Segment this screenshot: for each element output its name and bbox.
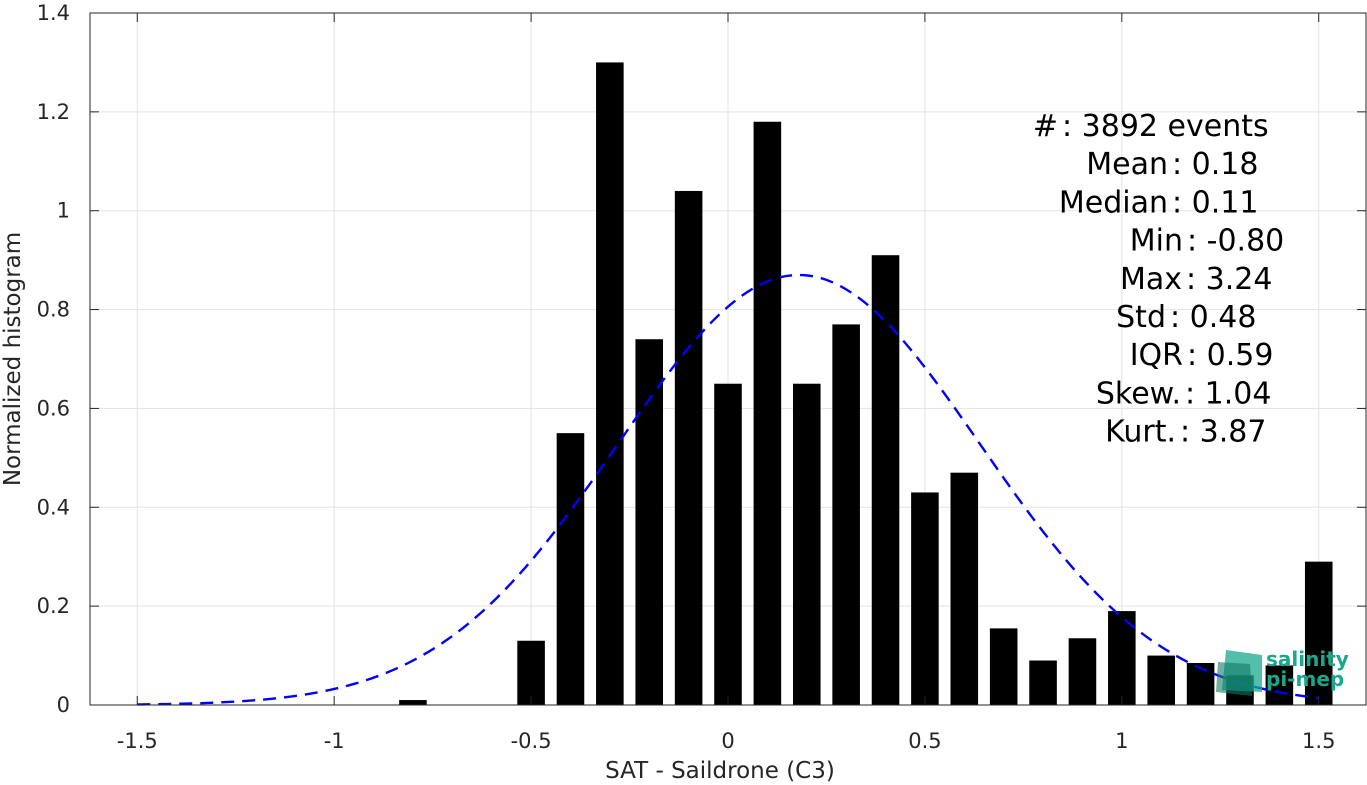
histogram-bar xyxy=(674,190,703,705)
logo-text-line1: salinity xyxy=(1266,647,1349,671)
salinity-pimep-logo: salinity pi-mep xyxy=(1216,647,1349,696)
y-tick-label: 0.8 xyxy=(37,298,70,322)
stat-label: Std xyxy=(1116,300,1166,335)
histogram-bar xyxy=(1147,655,1175,705)
x-axis-title: SAT - Saildrone (C3) xyxy=(605,758,835,784)
x-tick-label: -1.5 xyxy=(117,729,158,753)
histogram-bar xyxy=(989,628,1018,705)
histogram-bar xyxy=(1108,611,1136,705)
histogram-bar xyxy=(950,472,979,705)
x-tick-label: -1 xyxy=(324,729,345,753)
stat-value: : 3.24 xyxy=(1186,262,1272,297)
stat-value: : 0.18 xyxy=(1172,147,1258,182)
histogram-bar xyxy=(911,492,939,705)
gaussian-fit-curve xyxy=(137,273,1319,706)
x-tick-label: 1.5 xyxy=(1302,729,1335,753)
y-axis-title: Normalized histogram xyxy=(0,232,26,486)
y-tick-labels: 0 0.2 0.4 0.6 0.8 1 1.2 1.4 xyxy=(37,1,70,717)
x-tick-label: 0.5 xyxy=(908,729,941,753)
histogram-bar xyxy=(556,433,585,705)
x-tick-label: -0.5 xyxy=(511,729,552,753)
stat-value: : 1.04 xyxy=(1185,376,1271,411)
stat-label: Mean xyxy=(1086,147,1168,182)
histogram-bar xyxy=(1186,662,1215,705)
y-tick-label: 1 xyxy=(57,199,70,223)
histogram-bar xyxy=(517,640,545,705)
stat-value: : 0.59 xyxy=(1187,338,1273,373)
histogram-bar xyxy=(399,700,427,705)
stat-value: : 3.87 xyxy=(1180,415,1266,450)
histogram-bar xyxy=(832,324,860,705)
histogram-bar xyxy=(753,121,782,705)
logo-wave-icon-back xyxy=(1216,662,1252,696)
stat-label: Skew. xyxy=(1096,376,1181,411)
histogram-bar xyxy=(1304,561,1333,705)
histogram-bar xyxy=(635,339,664,705)
stat-label: Max xyxy=(1120,262,1182,297)
stat-value: : 0.48 xyxy=(1170,300,1256,335)
histogram-bar xyxy=(1029,660,1057,705)
y-tick-label: 0.4 xyxy=(37,495,70,519)
stat-label: Median xyxy=(1059,185,1168,220)
stat-value: : -0.80 xyxy=(1187,224,1284,259)
x-tick-label: 1 xyxy=(1115,729,1128,753)
y-tick-label: 0 xyxy=(57,693,70,717)
x-tick-label: 0 xyxy=(721,729,734,753)
histogram-bar xyxy=(596,62,624,705)
stat-label: IQR xyxy=(1130,338,1183,373)
y-tick-label: 0.2 xyxy=(37,594,70,618)
stat-value: : 3892 events xyxy=(1062,109,1269,144)
histogram-bar xyxy=(792,383,821,705)
histogram-bar xyxy=(1068,638,1097,705)
logo-text-line2: pi-mep xyxy=(1266,667,1344,691)
histogram-bars xyxy=(399,62,1333,705)
y-tick-label: 0.6 xyxy=(37,396,70,420)
y-tick-label: 1.2 xyxy=(37,100,70,124)
x-tick-labels: -1.5 -1 -0.5 0 0.5 1 1.5 xyxy=(117,729,1336,753)
stat-label: # xyxy=(1033,109,1058,144)
histogram-bar xyxy=(871,255,900,705)
stat-value: : 0.11 xyxy=(1172,185,1258,220)
histogram-bar xyxy=(1265,665,1294,705)
stat-label: Min xyxy=(1130,224,1183,259)
stat-label: Kurt. xyxy=(1105,415,1176,450)
axis-ticks xyxy=(90,12,1366,706)
histogram-bar xyxy=(714,383,742,705)
y-tick-label: 1.4 xyxy=(37,1,70,25)
